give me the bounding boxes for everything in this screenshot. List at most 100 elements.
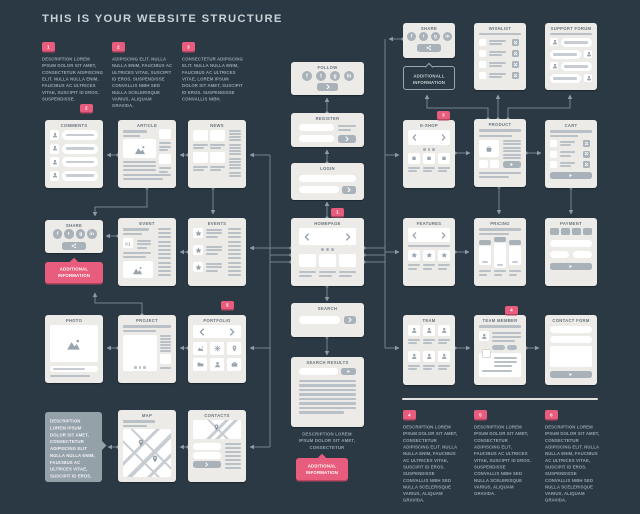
wireframe-bar [408,267,417,270]
wireframe-bar [492,344,505,350]
star-icon [426,252,433,259]
wireframe-bar [564,65,588,68]
gear-icon [214,345,221,352]
wireframe-bar [225,463,241,465]
wireframe-bar [507,344,517,350]
linkedin-icon: in [343,70,354,81]
wireframe-bar [229,164,241,166]
card-share-right: SHARE f t g in [403,23,455,58]
description-number: 4 [403,410,416,419]
user-icon [52,145,58,151]
additional-information-note: ADDITIONALL INFORMATION [403,62,455,90]
wireframe-bar [408,264,420,266]
text: EVENTS [207,221,227,226]
wireframe-box [438,325,450,336]
wireframe-bar [225,447,241,449]
twitter-icon: t [315,70,326,81]
wireframe-box [550,346,592,367]
wireframe-bar [193,169,204,171]
wireframe-bar [228,261,241,264]
card-wishlist: WISHLIST [474,23,526,90]
wireframe-bar [228,253,241,256]
text: CONTACTS [204,413,230,418]
wireframe-bar [66,174,94,177]
wireframe-bar [160,335,171,337]
share-button [417,44,441,52]
linkedin-icon: in [442,32,452,41]
x-button [512,72,519,79]
wireframe-bar [560,140,575,143]
wireframe-bar [158,253,171,256]
wireframe-box [550,251,569,258]
user-icon [441,327,448,334]
wireframe-bar [560,151,575,153]
text: DESCRIPTION LOREM IPSUM DOLOR SIT AMET, … [298,431,356,450]
wireframe-bar [338,129,351,131]
card-search-results: SEARCH RESULTS [291,357,364,427]
wireframe-bar [229,139,241,141]
wireframe-bar [550,134,578,137]
wireframe-box [193,443,221,450]
wireframe-bar [160,344,171,346]
chevron-right-icon [347,317,353,323]
wireframe-bar [66,160,94,164]
wireframe-bar [408,170,417,172]
credit-card-icon [583,228,592,235]
card-contacts: CONTACTS [188,410,246,482]
wireframe-bar [206,266,222,268]
chevron-left-icon [411,231,418,239]
user-icon [426,327,433,334]
user-icon [426,353,433,360]
wireframe-bar [503,143,521,146]
wireframe-bar [299,379,356,382]
description-bubble: DESCRIPTION LOREM IPSUM DOLOR SIT AMET, … [45,412,107,482]
wireframe-bar [438,264,450,266]
play-button [341,368,356,375]
wireframe-box [408,351,420,362]
wireframe-box [299,175,356,182]
wireframe-bar [225,459,241,461]
wireframe-bar [123,228,149,231]
text: SEARCH RESULTS [306,360,349,365]
wireframe-bar [225,467,241,469]
text: 3 [442,112,445,118]
wireframe-bar [159,142,171,144]
wireframe-bar [408,368,417,370]
page-title: THIS IS YOUR WEBSITE STRUCTURE [42,12,283,25]
wireframe-bar [158,249,171,251]
text: CONSECTETUR ADIPISCING ELIT. NULLA NULLA… [182,56,244,102]
briefcase-icon [231,361,238,368]
wireframe-bar [229,167,241,169]
x-button [512,61,519,68]
wireframe-bar [408,245,450,247]
wireframe-bar [319,274,332,277]
wireframe-bar [503,157,521,159]
basket-icon [485,145,493,153]
wireframe-box [159,129,171,139]
description-number: 6 [545,410,558,419]
wireframe-bar [553,53,577,56]
wireframe-bar [137,239,151,242]
wireframe-bar [159,149,168,151]
wireframe-bar [494,273,502,276]
chevron-left-icon [198,327,206,336]
bubble-tail [96,440,107,451]
wireframe-bar [560,161,575,164]
card-eshop: E-SHOP [403,120,455,188]
wireframe-box [160,354,171,364]
text: PAYMENT [560,221,582,226]
wireframe-bar [299,388,356,391]
wireframe-bar [339,270,356,273]
wireframe-bar [423,342,432,344]
wireframe-bar [160,347,171,349]
wireframe-bar [225,451,241,453]
wireframe-bar [479,240,491,245]
card-comments: COMMENTS [45,120,103,188]
wireframe-bar [229,144,241,146]
x-button [583,161,590,168]
carousel-dot [427,148,431,151]
wireframe-bar [123,174,171,176]
x-icon [513,40,518,45]
wireframe-bar [479,172,521,174]
wireframe-bar [479,129,521,132]
